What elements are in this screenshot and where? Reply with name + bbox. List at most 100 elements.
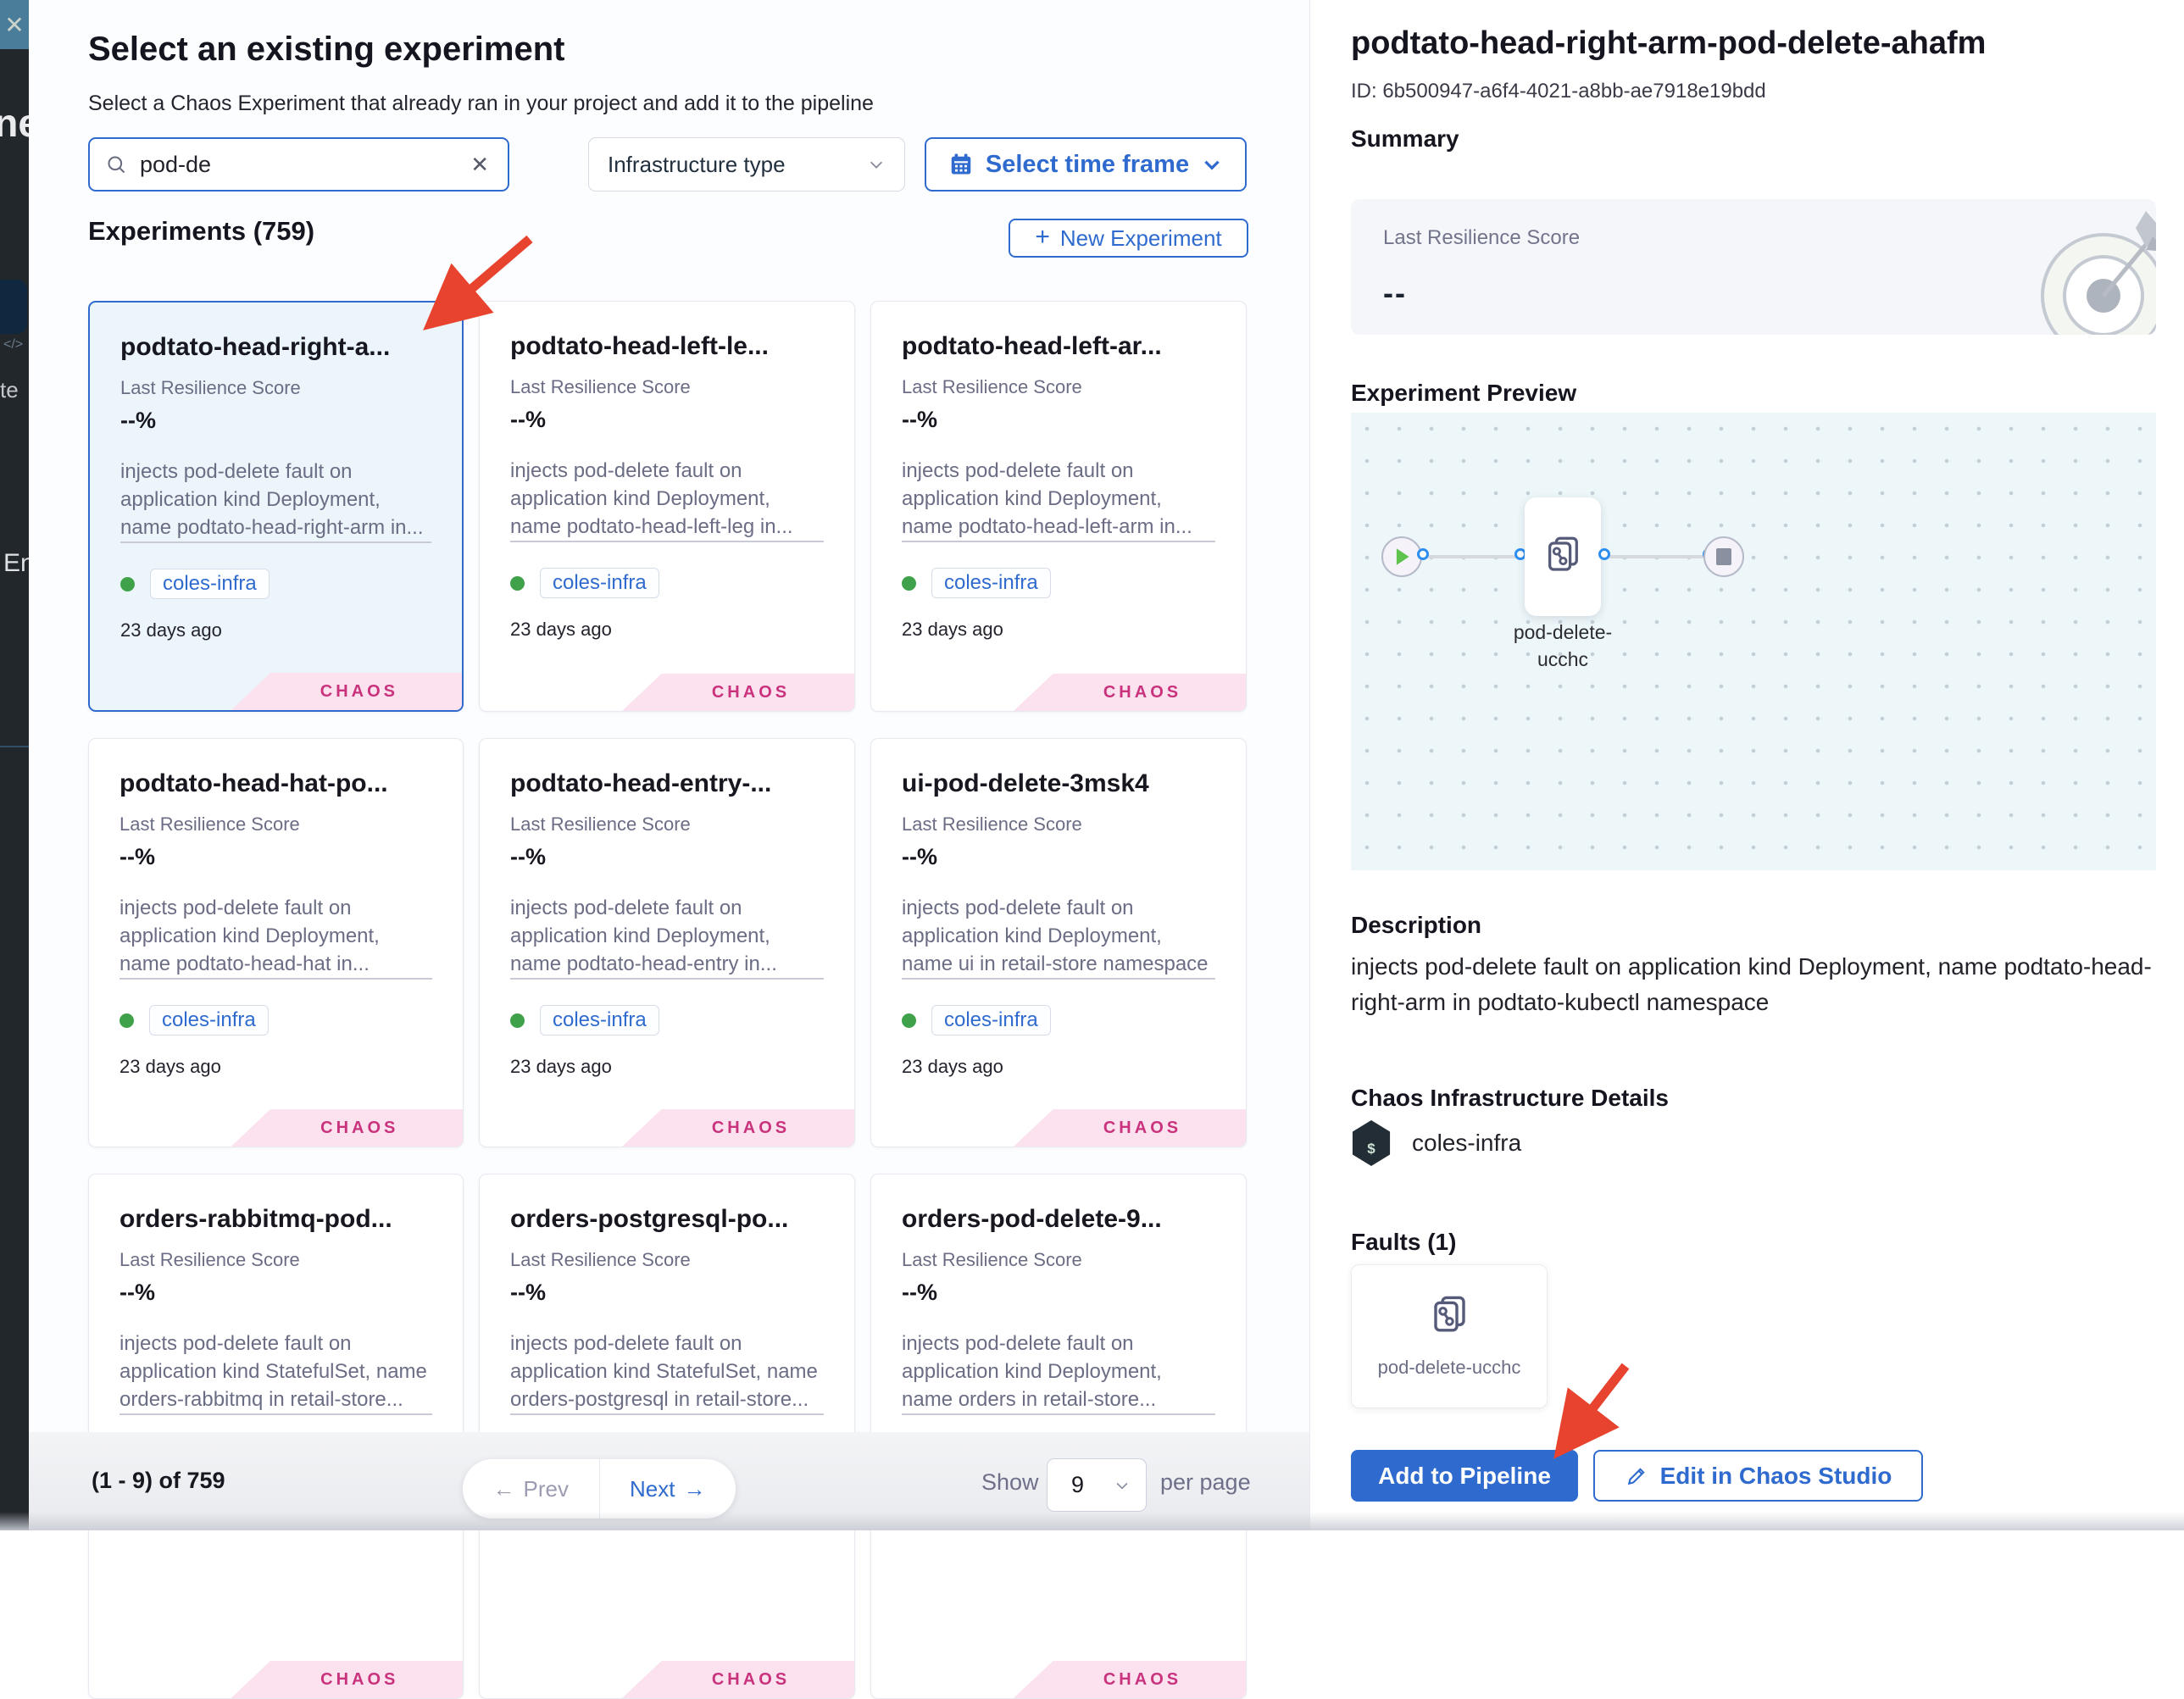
- infra-tag[interactable]: coles-infra: [931, 1005, 1051, 1036]
- fault-name: pod-delete-ucchc: [1377, 1357, 1521, 1378]
- chaos-ribbon-label: CHAOS: [711, 1118, 791, 1137]
- status-dot: [510, 1013, 525, 1028]
- calendar-icon: [951, 153, 971, 175]
- close-drawer-button[interactable]: ✕: [0, 0, 29, 49]
- chaos-ribbon-label: CHAOS: [1103, 1669, 1182, 1689]
- experiment-age: 23 days ago: [902, 619, 1003, 640]
- status-dot: [902, 1013, 916, 1028]
- experiment-card-title: orders-postgresql-po...: [510, 1205, 789, 1233]
- background-node-pill: [0, 280, 27, 334]
- infra-tag[interactable]: coles-infra: [150, 569, 270, 599]
- score-label: Last Resilience Score: [902, 1249, 1082, 1270]
- experiment-card[interactable]: ui-pod-delete-3msk4 Last Resilience Scor…: [870, 738, 1247, 1147]
- infrastructure-heading: Chaos Infrastructure Details: [1351, 1085, 1669, 1111]
- background-pipeline-text: peline: [0, 101, 29, 145]
- experiment-card-description: injects pod-delete fault on application …: [902, 457, 1215, 542]
- status-dot: [120, 576, 135, 591]
- score-label: Last Resilience Score: [1383, 226, 1581, 249]
- chaos-ribbon-label: CHAOS: [711, 1669, 791, 1689]
- arrow-right-icon: →: [683, 1475, 706, 1502]
- faults-heading: Faults (1): [1351, 1229, 1457, 1255]
- score-label: Last Resilience Score: [119, 1249, 300, 1270]
- background-te-text: te: [0, 377, 19, 403]
- stop-icon: [1716, 548, 1731, 565]
- experiment-card[interactable]: podtato-head-right-a... Last Resilience …: [88, 301, 464, 712]
- pager: ← Prev Next →: [463, 1459, 736, 1519]
- experiment-age: 23 days ago: [510, 1056, 612, 1077]
- infra-tag-row: coles-infra: [120, 569, 431, 599]
- infra-tag[interactable]: coles-infra: [931, 568, 1051, 598]
- score-label: Last Resilience Score: [510, 1249, 691, 1270]
- chaos-ribbon: CHAOS: [231, 1661, 463, 1698]
- score-value: --%: [120, 408, 156, 433]
- pipeline-start-node: [1381, 536, 1422, 577]
- background-code-text: </>: [3, 337, 24, 352]
- select-experiment-drawer: Select an existing experiment Select a C…: [29, 0, 2184, 1699]
- experiment-age: 23 days ago: [119, 1056, 221, 1077]
- experiments-count-heading: Experiments (759): [88, 216, 315, 246]
- page-subtitle: Select a Chaos Experiment that already r…: [88, 92, 874, 115]
- chevron-down-icon: [1116, 1482, 1128, 1490]
- edit-in-chaos-studio-label: Edit in Chaos Studio: [1659, 1462, 1892, 1489]
- select-time-frame-button[interactable]: Select time frame: [925, 137, 1247, 192]
- chevron-down-icon: [1204, 160, 1220, 170]
- experiment-card-title: podtato-head-left-le...: [510, 332, 769, 360]
- experiment-card-description: injects pod-delete fault on application …: [120, 458, 431, 543]
- experiment-card-title: orders-pod-delete-9...: [902, 1205, 1162, 1233]
- target-dart-illustration: [2041, 211, 2156, 335]
- experiment-age: 23 days ago: [120, 619, 222, 641]
- infrastructure-type-select[interactable]: Infrastructure type: [588, 137, 905, 192]
- experiment-detail-title: podtato-head-right-arm-pod-delete-ahafm: [1351, 25, 1987, 61]
- experiment-card[interactable]: podtato-head-hat-po... Last Resilience S…: [88, 738, 464, 1147]
- experiment-description: injects pod-delete fault on application …: [1351, 953, 2152, 1015]
- infrastructure-name: coles-infra: [1412, 1130, 1522, 1156]
- pencil-icon: [1627, 1467, 1645, 1485]
- experiment-search[interactable]: ✕: [88, 137, 509, 192]
- chaos-ribbon: CHAOS: [621, 1109, 854, 1147]
- infra-tag[interactable]: coles-infra: [540, 568, 659, 598]
- prev-page-button[interactable]: ← Prev: [463, 1459, 600, 1519]
- pagination-bar: (1 - 9) of 759 ← Prev Next → Show 9 per …: [29, 1432, 1309, 1530]
- chevron-down-icon: [870, 161, 883, 169]
- search-icon: [108, 155, 125, 173]
- experiment-card-description: injects pod-delete fault on application …: [119, 894, 432, 980]
- infra-tag-row: coles-infra: [510, 1005, 824, 1036]
- dimmed-background-page: peline </> te En: [0, 0, 29, 1530]
- chaos-ribbon: CHAOS: [1013, 1109, 1246, 1147]
- summary-heading: Summary: [1351, 125, 1459, 152]
- score-label: Last Resilience Score: [510, 813, 691, 835]
- page-size-value: 9: [1071, 1472, 1085, 1497]
- experiment-card[interactable]: podtato-head-left-ar... Last Resilience …: [870, 301, 1247, 712]
- fault-card[interactable]: pod-delete-ucchc: [1351, 1264, 1548, 1408]
- experiment-card[interactable]: podtato-head-left-le... Last Resilience …: [479, 301, 855, 712]
- infra-tag[interactable]: coles-infra: [540, 1005, 659, 1036]
- chaos-ribbon-label: CHAOS: [1103, 1118, 1182, 1137]
- score-value: --%: [902, 1280, 937, 1305]
- description-heading: Description: [1351, 912, 1482, 938]
- new-experiment-label: New Experiment: [1059, 225, 1222, 251]
- clear-search-icon[interactable]: ✕: [470, 151, 489, 177]
- next-page-button[interactable]: Next →: [600, 1459, 736, 1519]
- chaos-ribbon-label: CHAOS: [711, 682, 791, 702]
- page-size-select[interactable]: 9: [1047, 1458, 1147, 1512]
- search-input[interactable]: [140, 151, 468, 178]
- fault-node: [1525, 497, 1601, 616]
- infra-tag[interactable]: coles-infra: [149, 1005, 269, 1036]
- edit-in-chaos-studio-button[interactable]: Edit in Chaos Studio: [1593, 1450, 1923, 1502]
- new-experiment-button[interactable]: + New Experiment: [1009, 219, 1248, 258]
- chaos-ribbon-label: CHAOS: [320, 1118, 399, 1137]
- chaos-ribbon: CHAOS: [1013, 674, 1246, 711]
- status-dot: [510, 575, 525, 591]
- fault-node-label: ucchc: [1537, 648, 1589, 670]
- infrastructure-type-label: Infrastructure type: [608, 151, 786, 177]
- score-value: --%: [510, 844, 546, 869]
- experiment-card-title: podtato-head-left-ar...: [902, 332, 1162, 360]
- experiment-card[interactable]: podtato-head-entry-... Last Resilience S…: [479, 738, 855, 1147]
- add-to-pipeline-button[interactable]: Add to Pipeline: [1351, 1450, 1578, 1502]
- experiment-preview-canvas: pod-delete- ucchc: [1351, 413, 2156, 870]
- experiment-card-description: injects pod-delete fault on application …: [510, 894, 824, 980]
- experiment-card-description: injects pod-delete fault on application …: [902, 1330, 1215, 1415]
- fault-icon: [1543, 535, 1582, 574]
- experiment-card-title: podtato-head-entry-...: [510, 769, 772, 797]
- infra-tag-row: coles-infra: [902, 568, 1215, 598]
